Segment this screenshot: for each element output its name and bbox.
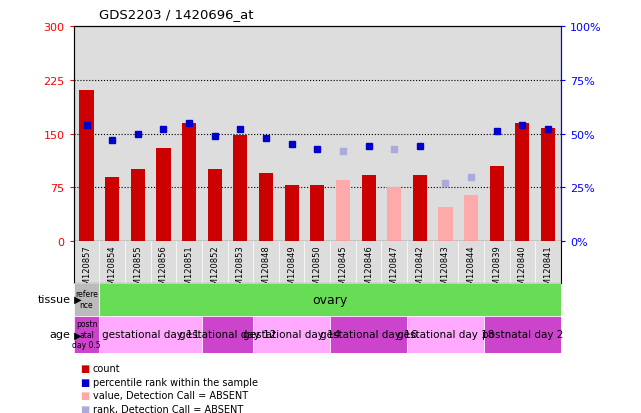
Text: GSM120848: GSM120848	[262, 245, 271, 296]
Bar	[407, 316, 484, 353]
Text: GSM120856: GSM120856	[159, 245, 168, 296]
Text: GSM120845: GSM120845	[338, 245, 347, 295]
Text: GSM120841: GSM120841	[544, 245, 553, 295]
Text: ■: ■	[80, 363, 89, 373]
Bar	[259, 173, 273, 242]
Text: refere
nce: refere nce	[75, 290, 98, 309]
Text: GSM120846: GSM120846	[364, 245, 373, 296]
Text: GSM120839: GSM120839	[492, 245, 501, 296]
Text: GSM120842: GSM120842	[415, 245, 424, 295]
Text: postnatal day 2: postnatal day 2	[482, 330, 563, 339]
Bar	[464, 195, 478, 242]
Text: ▶: ▶	[71, 330, 82, 339]
Bar	[438, 208, 453, 242]
Text: gestational day 12: gestational day 12	[179, 330, 276, 339]
Bar	[156, 149, 171, 242]
Text: GSM120850: GSM120850	[313, 245, 322, 295]
Bar	[336, 181, 350, 242]
Text: GSM120853: GSM120853	[236, 245, 245, 296]
Text: count: count	[93, 363, 121, 373]
Text: value, Detection Call = ABSENT: value, Detection Call = ABSENT	[93, 390, 248, 400]
Text: ■: ■	[80, 377, 89, 387]
Text: age: age	[49, 330, 71, 339]
Bar	[74, 316, 99, 353]
Text: GSM120855: GSM120855	[133, 245, 142, 295]
Bar	[208, 170, 222, 242]
Text: ▶: ▶	[71, 294, 82, 304]
Text: GSM120849: GSM120849	[287, 245, 296, 295]
Bar	[490, 166, 504, 242]
Text: GSM120852: GSM120852	[210, 245, 219, 295]
Bar	[362, 176, 376, 242]
Text: gestational day 11: gestational day 11	[102, 330, 199, 339]
Bar	[79, 91, 94, 242]
Bar	[387, 188, 401, 242]
Text: ■: ■	[80, 404, 89, 413]
Text: GSM120843: GSM120843	[441, 245, 450, 296]
Bar	[330, 316, 407, 353]
Text: gestational day 16: gestational day 16	[320, 330, 417, 339]
Text: tissue: tissue	[38, 294, 71, 304]
Text: gestational day 18: gestational day 18	[397, 330, 494, 339]
Text: ovary: ovary	[313, 293, 347, 306]
Bar	[310, 186, 324, 242]
Bar	[253, 316, 330, 353]
Bar	[202, 316, 253, 353]
Bar	[99, 316, 202, 353]
Bar	[233, 135, 247, 242]
Bar	[105, 177, 119, 242]
Text: GSM120844: GSM120844	[467, 245, 476, 295]
Text: GSM120851: GSM120851	[185, 245, 194, 295]
Text: GSM120847: GSM120847	[390, 245, 399, 296]
Text: GDS2203 / 1420696_at: GDS2203 / 1420696_at	[99, 8, 254, 21]
Bar	[515, 123, 529, 242]
Bar	[413, 176, 427, 242]
Bar	[182, 123, 196, 242]
Text: GSM120854: GSM120854	[108, 245, 117, 295]
Bar	[131, 170, 145, 242]
Bar	[541, 128, 555, 242]
Text: ■: ■	[80, 390, 89, 400]
Text: postn
atal
day 0.5: postn atal day 0.5	[72, 320, 101, 349]
Text: rank, Detection Call = ABSENT: rank, Detection Call = ABSENT	[93, 404, 243, 413]
Bar	[285, 186, 299, 242]
Text: GSM120857: GSM120857	[82, 245, 91, 296]
Bar	[74, 283, 99, 316]
Text: GSM120840: GSM120840	[518, 245, 527, 295]
Bar	[484, 316, 561, 353]
Text: percentile rank within the sample: percentile rank within the sample	[93, 377, 258, 387]
Text: gestational day 14: gestational day 14	[243, 330, 340, 339]
